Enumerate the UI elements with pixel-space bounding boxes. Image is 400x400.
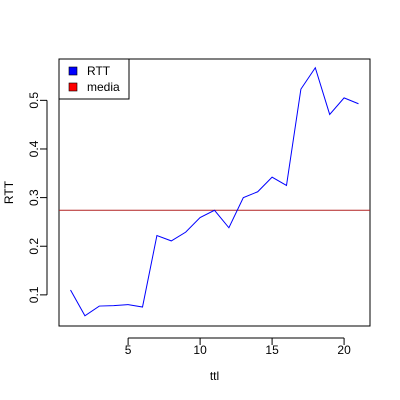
- y-tick-label: 0.4: [27, 140, 41, 157]
- y-axis-label: RTT: [2, 180, 16, 204]
- x-tick-label: 15: [265, 343, 279, 357]
- legend-swatch-RTT: [68, 66, 78, 76]
- y-tick-label: 0.2: [27, 238, 41, 255]
- y-tick-label: 0.1: [27, 286, 41, 303]
- legend: RTT media: [58, 58, 130, 100]
- y-axis: 0.1 0.2 0.3 0.4 0.5: [27, 92, 48, 303]
- x-axis: 5 10 15 20: [125, 337, 351, 357]
- legend-box: [58, 58, 130, 100]
- plot-frame: [58, 58, 371, 327]
- data-series: [70, 66, 359, 317]
- x-tick-label: 10: [193, 343, 207, 357]
- legend-label-RTT: RTT: [87, 64, 111, 78]
- y-tick-label: 0.3: [27, 189, 41, 206]
- y-tick-label: 0.5: [27, 92, 41, 109]
- series-line-RTT: [70, 66, 359, 317]
- x-tick-label: 5: [125, 343, 132, 357]
- legend-label-media: media: [87, 80, 120, 94]
- x-tick-label: 20: [337, 343, 351, 357]
- x-axis-label: ttl: [210, 369, 219, 383]
- legend-swatch-media: [68, 82, 78, 92]
